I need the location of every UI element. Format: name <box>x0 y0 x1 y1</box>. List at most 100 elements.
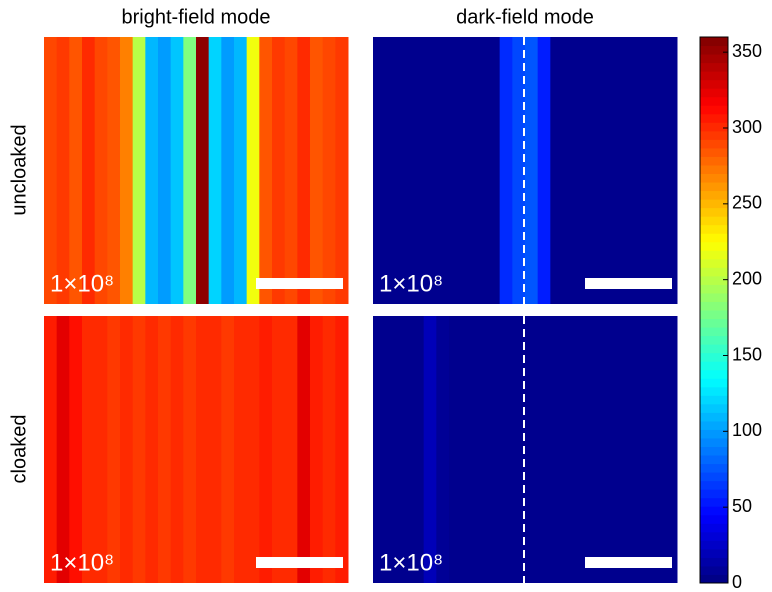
scale-bar <box>256 278 343 289</box>
heatmap-column <box>398 37 412 304</box>
heatmap-column <box>651 316 665 583</box>
colorbar-cell <box>700 139 728 149</box>
heatmap-column <box>297 37 311 304</box>
heatmap-column <box>385 37 399 304</box>
heatmap-column <box>284 37 298 304</box>
heatmap-column <box>499 37 513 304</box>
heatmap-column <box>246 316 260 583</box>
colorbar-cell <box>700 199 728 209</box>
colorbar-cell <box>700 292 728 302</box>
colorbar-cell <box>700 403 728 413</box>
heatmap-column <box>259 316 273 583</box>
heatmap-column <box>613 37 627 304</box>
heatmap-column <box>436 316 450 583</box>
colorbar-cell <box>700 437 728 447</box>
heatmap-column <box>601 37 615 304</box>
heatmap-column <box>664 37 678 304</box>
colorbar-cell <box>700 130 728 140</box>
colorbar-frame <box>699 36 729 584</box>
colorbar-cell <box>700 182 728 192</box>
colorbar-cell <box>700 344 728 354</box>
colorbar-cell <box>700 352 728 362</box>
colorbar-cell <box>700 233 728 243</box>
heatmap-column <box>132 37 146 304</box>
heatmap-column <box>449 316 463 583</box>
colorbar-cell <box>700 207 728 217</box>
heatmap-column <box>423 316 437 583</box>
heatmap-column <box>651 37 665 304</box>
heatmap-column <box>575 316 589 583</box>
heatmap-column <box>474 37 488 304</box>
colorbar-cell <box>700 506 728 516</box>
column-title: dark-field mode <box>456 6 594 28</box>
colorbar-cell <box>700 540 728 550</box>
heatmap-column <box>183 316 197 583</box>
heatmap-column <box>221 37 235 304</box>
heatmap-column <box>44 316 58 583</box>
heatmap-column <box>297 316 311 583</box>
colorbar-cell <box>700 190 728 200</box>
heatmap-column <box>145 316 159 583</box>
heatmap-column <box>436 37 450 304</box>
heatmap-column <box>272 37 286 304</box>
heatmap-column <box>487 316 501 583</box>
colorbar-cell <box>700 335 728 345</box>
heatmap-column <box>626 37 640 304</box>
colorbar-cell <box>700 156 728 166</box>
heatmap-column <box>487 37 501 304</box>
heatmap-column <box>411 37 425 304</box>
heatmap-column <box>94 37 108 304</box>
colorbar-cell <box>700 514 728 524</box>
heatmap-column <box>246 37 260 304</box>
heatmap-column <box>373 37 387 304</box>
colorbar-cell <box>700 241 728 251</box>
heatmap-column <box>525 37 539 304</box>
colorbar-cell <box>700 489 728 499</box>
colorbar-cell <box>700 472 728 482</box>
colorbar-cell <box>700 378 728 388</box>
heatmap-column <box>82 37 96 304</box>
heatmap-column <box>601 316 615 583</box>
colorbar-cell <box>700 113 728 123</box>
row-title: uncloaked <box>8 124 30 215</box>
colorbar-tick-label: 250 <box>732 193 762 213</box>
heatmap-column <box>639 37 653 304</box>
colorbar-cell <box>700 548 728 558</box>
heatmap-column <box>272 316 286 583</box>
colorbar-cell <box>700 216 728 226</box>
colorbar-cell <box>700 420 728 430</box>
colorbar-cell <box>700 531 728 541</box>
scale-bar <box>585 557 672 568</box>
colorbar-cell <box>700 463 728 473</box>
heatmap-column <box>550 37 564 304</box>
scale-bar <box>256 557 343 568</box>
heatmap-column <box>461 316 475 583</box>
heatmap-column <box>398 316 412 583</box>
heatmap-column <box>44 37 58 304</box>
colorbar-cell <box>700 96 728 106</box>
heatmap-column <box>563 316 577 583</box>
heatmap-column <box>208 316 222 583</box>
panel-label: 1×10⁸ <box>379 549 443 576</box>
colorbar-cell <box>700 480 728 490</box>
panel-label: 1×10⁸ <box>379 270 443 297</box>
colorbar-cell <box>700 79 728 89</box>
heatmap-column <box>82 316 96 583</box>
colorbar-tick-label: 200 <box>732 268 762 288</box>
colorbar-cell <box>700 37 728 47</box>
heatmap-column <box>335 37 349 304</box>
heatmap-column <box>626 316 640 583</box>
heatmap-column <box>411 316 425 583</box>
colorbar-cell <box>700 45 728 55</box>
heatmap-column <box>474 316 488 583</box>
colorbar-cell <box>700 164 728 174</box>
heatmap-column <box>221 316 235 583</box>
colorbar-tick-label: 0 <box>732 572 742 592</box>
colorbar-cell <box>700 446 728 456</box>
heatmap-column <box>461 37 475 304</box>
colorbar-cell <box>700 497 728 507</box>
column-title: bright-field mode <box>122 6 271 28</box>
colorbar-cell <box>700 327 728 337</box>
colorbar-cell <box>700 301 728 311</box>
heatmap-column <box>385 316 399 583</box>
